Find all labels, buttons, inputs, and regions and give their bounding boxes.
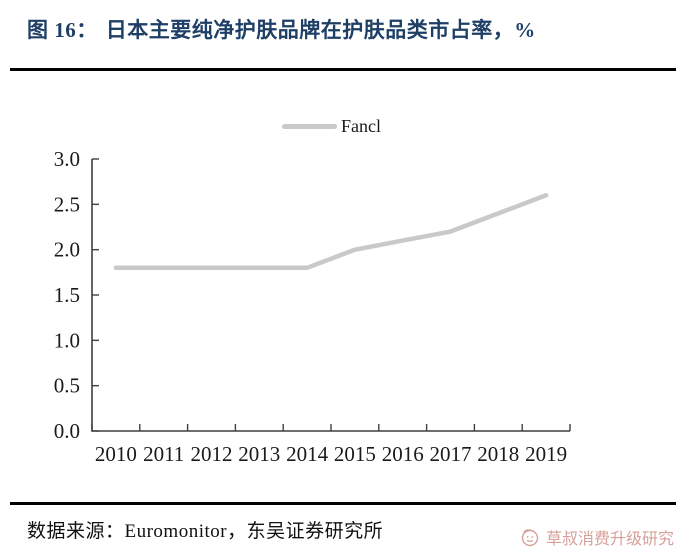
x-tick-label: 2012 bbox=[191, 442, 233, 466]
y-tick-label: 0.0 bbox=[54, 419, 80, 443]
x-tick-label: 2017 bbox=[430, 442, 472, 466]
y-tick-label: 1.0 bbox=[54, 328, 80, 352]
legend-label: Fancl bbox=[341, 116, 381, 136]
figure-number: 图 16： bbox=[27, 18, 98, 42]
y-tick-label: 2.5 bbox=[54, 192, 80, 216]
figure-title: 图 16： 日本主要纯净护肤品牌在护肤品类市占率，% bbox=[27, 14, 536, 44]
y-tick-label: 1.5 bbox=[54, 283, 80, 307]
x-tick-label: 2010 bbox=[95, 442, 137, 466]
data-source: 数据来源：Euromonitor，东吴证券研究所 bbox=[27, 521, 384, 542]
y-tick-label: 0.5 bbox=[54, 374, 80, 398]
watermark-logo-icon bbox=[521, 529, 539, 547]
y-tick-label: 2.0 bbox=[54, 238, 80, 262]
x-tick-label: 2014 bbox=[286, 442, 329, 466]
x-tick-label: 2011 bbox=[143, 442, 184, 466]
series-line-fancl bbox=[113, 193, 549, 271]
footer-divider bbox=[10, 502, 676, 505]
watermark: 草叔消费升级研究 bbox=[519, 525, 674, 549]
watermark-text: 草叔消费升级研究 bbox=[545, 531, 674, 548]
x-tick-label: 2013 bbox=[238, 442, 280, 466]
x-tick-label: 2015 bbox=[334, 442, 376, 466]
y-tick-label: 3.0 bbox=[54, 147, 80, 171]
x-tick-label: 2019 bbox=[525, 442, 567, 466]
x-tick-label: 2016 bbox=[382, 442, 424, 466]
title-divider bbox=[10, 68, 676, 71]
legend-line-swatch bbox=[282, 123, 337, 129]
x-tick-label: 2018 bbox=[477, 442, 519, 466]
figure-title-text: 日本主要纯净护肤品牌在护肤品类市占率，% bbox=[105, 18, 536, 42]
axis-lines bbox=[91, 159, 570, 432]
chart-legend: Fancl bbox=[282, 116, 381, 136]
